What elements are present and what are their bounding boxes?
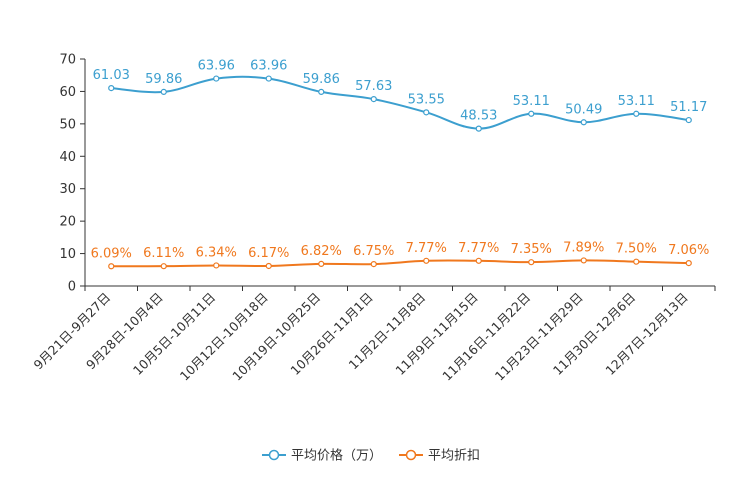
data-point xyxy=(528,110,535,117)
data-label: 6.09% xyxy=(91,246,132,261)
data-label: 6.11% xyxy=(143,246,184,261)
data-point xyxy=(580,257,587,264)
data-label: 53.11 xyxy=(618,94,655,109)
series-line xyxy=(111,75,689,130)
data-point xyxy=(213,262,220,269)
data-label: 7.06% xyxy=(668,243,709,258)
data-label: 57.63 xyxy=(355,79,392,94)
data-label: 63.96 xyxy=(250,59,287,74)
y-tick-label: 30 xyxy=(59,182,76,197)
data-label: 7.35% xyxy=(511,242,552,257)
data-label: 6.34% xyxy=(196,245,237,260)
data-point xyxy=(370,96,377,103)
series-line xyxy=(111,259,689,268)
x-tick-label: 11月16日-11月22日 xyxy=(439,290,533,384)
data-point xyxy=(685,116,692,124)
data-point xyxy=(423,109,430,116)
x-tick-label: 10月19日-10月25日 xyxy=(229,290,323,384)
y-tick-label: 70 xyxy=(59,53,76,68)
y-tick-label: 0 xyxy=(68,280,76,295)
y-tick-label: 10 xyxy=(59,247,76,262)
data-point xyxy=(160,88,167,95)
data-label: 6.75% xyxy=(353,244,394,259)
y-tick-label: 20 xyxy=(59,215,76,230)
data-label: 59.86 xyxy=(145,72,182,87)
data-label: 50.49 xyxy=(565,102,602,117)
legend-label: 平均价格（万） xyxy=(291,448,382,464)
data-point xyxy=(475,125,482,132)
series-layer: 61.03 59.86 63.96 63.96 59.86 57.63 53.55 48.53… xyxy=(91,59,709,270)
data-label: 7.89% xyxy=(563,240,604,255)
series-avg-discount: 6.09% 6.11% 6.34% 6.17% 6.82% 6.75% 7.77% 7.77%… xyxy=(91,240,709,270)
data-point xyxy=(318,88,325,95)
data-label: 53.11 xyxy=(513,94,550,109)
data-point xyxy=(475,257,482,264)
series-avg-price: 61.03 59.86 63.96 63.96 59.86 57.63 53.55 48.53… xyxy=(93,59,707,132)
data-point xyxy=(633,110,640,117)
data-point xyxy=(213,75,220,82)
y-tick-label: 60 xyxy=(59,85,76,100)
data-label: 6.17% xyxy=(248,246,289,261)
y-tick-label: 40 xyxy=(59,150,76,165)
data-label: 61.03 xyxy=(93,68,130,83)
data-label: 48.53 xyxy=(460,109,497,124)
x-tick-label: 10月12日-10月18日 xyxy=(177,290,271,384)
legend-item-avg-price[interactable]: 平均价格（万） xyxy=(262,448,382,464)
data-point xyxy=(685,260,692,267)
data-point xyxy=(580,119,587,126)
data-label: 53.55 xyxy=(408,92,445,107)
data-label: 7.77% xyxy=(406,241,447,256)
data-point xyxy=(528,259,535,266)
data-point xyxy=(160,263,167,270)
data-point xyxy=(108,263,115,270)
legend-label: 平均折扣 xyxy=(428,449,480,464)
legend[interactable]: 平均价格（万） 平均折扣 xyxy=(262,448,480,464)
data-point xyxy=(633,258,640,265)
y-tick-label: 50 xyxy=(59,117,76,132)
data-point xyxy=(370,261,377,268)
data-point xyxy=(318,260,325,267)
data-point xyxy=(423,257,430,264)
legend-marker-icon xyxy=(268,449,280,461)
data-label: 7.50% xyxy=(616,242,657,257)
x-tick-label: 11月23日-11月29日 xyxy=(492,290,586,384)
data-label: 63.96 xyxy=(198,59,235,74)
data-point xyxy=(265,75,272,82)
data-point xyxy=(108,84,115,92)
data-label: 51.17 xyxy=(670,100,707,115)
data-label: 6.82% xyxy=(301,244,342,259)
axes: 0102030405060709月21日-9月27日9月28日-10月4日10月… xyxy=(30,53,716,384)
data-point xyxy=(265,262,272,270)
legend-marker-icon xyxy=(405,449,417,461)
legend-item-avg-discount[interactable]: 平均折扣 xyxy=(399,449,480,464)
data-label: 7.77% xyxy=(458,241,499,256)
data-label: 59.86 xyxy=(303,72,340,87)
